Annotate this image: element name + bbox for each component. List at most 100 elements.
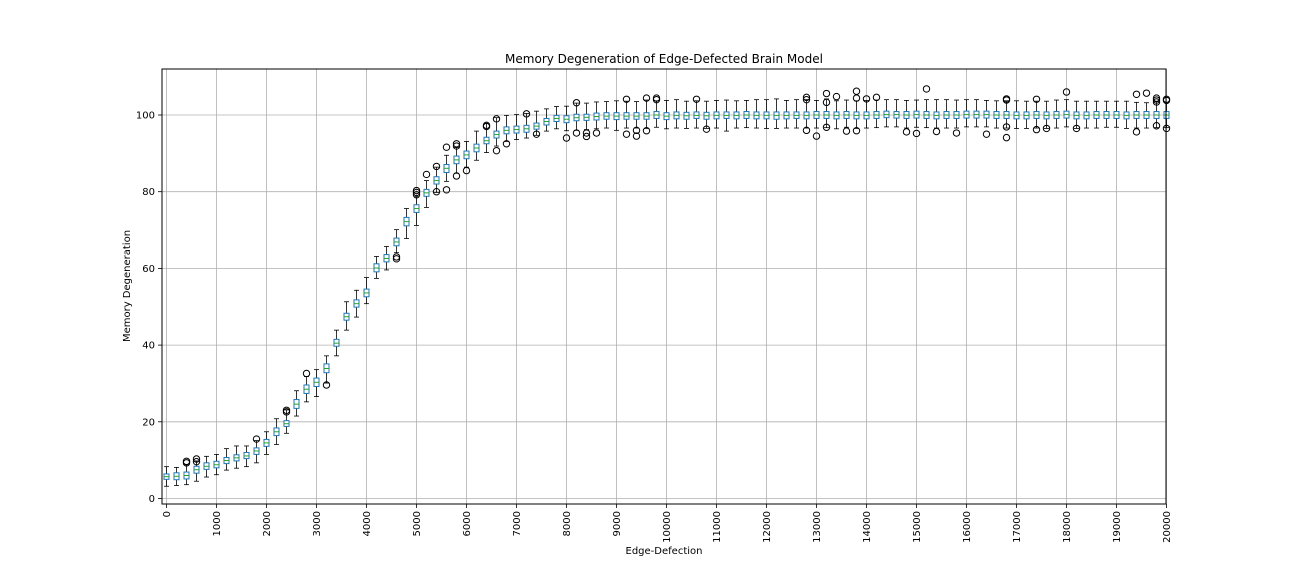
box-group — [803, 99, 810, 129]
outlier-point — [912, 129, 921, 138]
box-group — [683, 100, 690, 129]
box-group — [1133, 101, 1140, 129]
y-axis-ticks: 0 20 40 60 80 100 — [136, 111, 162, 505]
x-tick-label: 8000 — [562, 511, 573, 536]
x-tick-label: 17000 — [1012, 511, 1023, 543]
outlier-point — [1142, 89, 1151, 97]
y-axis-label: Memory Degeneration — [122, 230, 133, 342]
box-group — [663, 100, 670, 130]
box-group — [973, 99, 980, 128]
outlier-point — [822, 123, 831, 131]
box-group — [523, 113, 530, 139]
box-group — [243, 445, 250, 468]
box-group — [203, 455, 210, 478]
plot-frame — [161, 68, 1167, 505]
box-group — [1113, 100, 1120, 128]
outlier-point — [592, 129, 601, 137]
box-group — [503, 114, 510, 142]
outlier-point — [392, 255, 401, 263]
box-group — [343, 301, 350, 331]
box-group — [843, 99, 850, 128]
x-tick-label: 14000 — [862, 511, 873, 543]
outlier-point — [692, 95, 701, 103]
outlier-point — [252, 435, 261, 443]
outlier-point — [452, 140, 461, 148]
outlier-point — [802, 93, 811, 102]
box-group — [873, 99, 880, 129]
outlier-point — [392, 253, 401, 261]
outlier-point — [952, 129, 961, 137]
outlier-point — [822, 89, 831, 98]
box-group — [933, 99, 940, 129]
outlier-point — [442, 143, 451, 151]
outlier-point — [432, 188, 441, 196]
outlier-point — [192, 455, 201, 463]
outlier-point — [532, 130, 541, 138]
x-axis-label: Edge-Defection — [626, 546, 703, 557]
box-group — [413, 196, 420, 226]
outlier-point — [502, 140, 511, 148]
x-tick-label: 19000 — [1112, 511, 1123, 543]
outlier-point — [802, 95, 811, 104]
outlier-point — [832, 92, 841, 101]
box-group — [233, 445, 240, 469]
box-group — [1073, 100, 1080, 129]
box-group — [493, 117, 500, 147]
box-group — [623, 100, 630, 129]
box-group — [863, 100, 870, 129]
x-tick-label: 2000 — [262, 511, 273, 536]
box-group — [603, 101, 610, 129]
outlier-point — [872, 93, 881, 102]
x-tick-label: 0 — [162, 511, 173, 517]
x-tick-label: 13000 — [812, 511, 823, 543]
outlier-point — [1152, 94, 1161, 102]
outlier-point — [322, 381, 331, 389]
x-tick-label: 11000 — [712, 511, 723, 543]
outlier-point — [932, 127, 941, 136]
outlier-point — [492, 115, 501, 123]
box-group — [313, 369, 320, 397]
box-group — [373, 256, 380, 279]
outlier-point — [452, 142, 461, 150]
outlier-point — [852, 127, 861, 135]
box-group — [1143, 102, 1150, 129]
outlier-point — [1042, 124, 1051, 133]
box-group — [513, 114, 520, 140]
outlier-point — [1152, 98, 1161, 106]
box-group — [1083, 100, 1090, 129]
outlier-point — [462, 166, 471, 175]
box-group — [353, 289, 360, 318]
x-tick-label: 7000 — [512, 511, 523, 536]
outlier-point — [412, 186, 421, 195]
box-series — [163, 98, 1170, 487]
box-group — [893, 99, 900, 128]
box-group — [553, 106, 560, 130]
outlier-point — [622, 95, 631, 103]
box-group — [693, 100, 700, 129]
outlier-point — [422, 170, 431, 179]
outlier-point — [452, 172, 461, 180]
outlier-point — [1002, 133, 1011, 142]
outlier-point — [562, 134, 571, 142]
outlier-point — [1152, 96, 1161, 104]
outlier-point — [1072, 124, 1081, 133]
outlier-point — [482, 122, 491, 131]
outlier-point — [582, 129, 591, 137]
box-group — [753, 99, 760, 129]
box-group — [883, 99, 890, 128]
box-group — [953, 99, 960, 129]
outlier-point — [582, 132, 591, 141]
outlier-point — [1152, 122, 1161, 130]
outlier-point — [702, 125, 711, 133]
x-tick-label: 20000 — [1162, 511, 1173, 543]
box-group — [963, 99, 970, 128]
box-group — [1053, 99, 1060, 129]
box-group — [403, 208, 410, 239]
outlier-point — [1032, 125, 1041, 134]
outlier-point — [622, 130, 631, 138]
box-group — [613, 100, 620, 131]
box-group — [633, 101, 640, 129]
box-group — [463, 141, 470, 168]
box-group — [443, 154, 450, 182]
